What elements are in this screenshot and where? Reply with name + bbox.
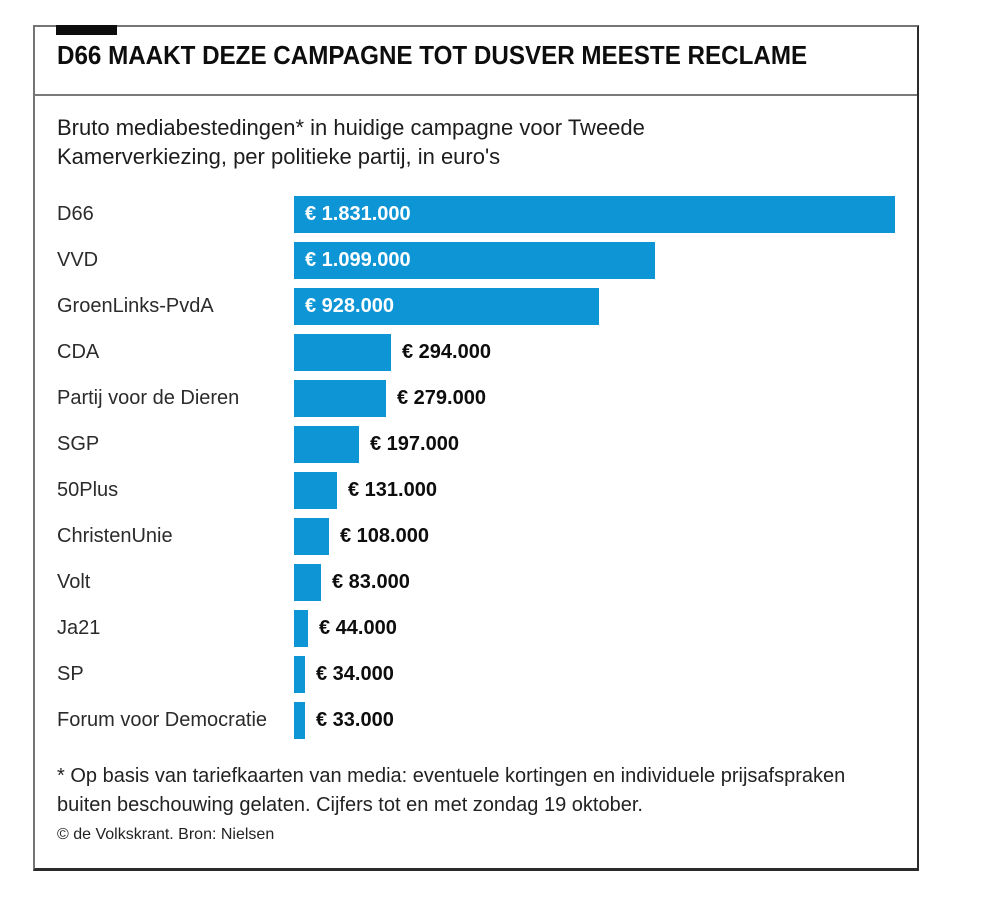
bar-value-label: € 83.000 — [332, 571, 410, 593]
bar — [294, 380, 386, 417]
party-label: GroenLinks-PvdA — [57, 295, 214, 317]
party-label: Partij voor de Dieren — [57, 387, 240, 409]
bar-row: Volt € 83.000 — [57, 564, 899, 601]
footnote: * Op basis van tariefkaarten van media: … — [57, 765, 846, 816]
party-label: CDA — [57, 341, 100, 363]
party-label: VVD — [57, 249, 99, 271]
bar — [294, 334, 391, 371]
bar-row: Partij voor de Dieren € 279.000 — [57, 380, 899, 417]
bar-track: € 83.000 — [294, 564, 899, 601]
bar-track: € 108.000 — [294, 518, 899, 555]
chart-title: D66 MAAKT DEZE CAMPAGNE TOT DUSVER MEEST… — [57, 40, 808, 70]
bar-value-label: € 294.000 — [402, 341, 491, 363]
party-label: SP — [57, 663, 84, 685]
bar-row: VVD € 1.099.000 — [57, 242, 899, 279]
bar — [294, 518, 329, 555]
bar-track: € 1.099.000 — [294, 242, 899, 279]
bar-value-label: € 44.000 — [319, 617, 397, 639]
bar — [294, 610, 308, 647]
bar-track: € 44.000 — [294, 610, 899, 647]
bar-value-label: € 197.000 — [370, 433, 459, 455]
bar-row: GroenLinks-PvdA € 928.000 — [57, 288, 899, 325]
bar-row: SGP € 197.000 — [57, 426, 899, 463]
party-label: SGP — [57, 433, 100, 455]
bar-track: € 33.000 — [294, 702, 899, 739]
party-label: Forum voor Democratie — [57, 709, 268, 731]
bar — [294, 242, 655, 279]
bar-track: € 131.000 — [294, 472, 899, 509]
bar — [294, 196, 895, 233]
party-label: D66 — [57, 203, 94, 225]
bar-value-label: € 1.831.000 — [305, 203, 411, 225]
bar — [294, 288, 599, 325]
bar — [294, 702, 305, 739]
bar-row: ChristenUnie € 108.000 — [57, 518, 899, 555]
bar-track: € 1.831.000 — [294, 196, 899, 233]
bar-row: CDA € 294.000 — [57, 334, 899, 371]
bar-row: SP € 34.000 — [57, 656, 899, 693]
party-label: Volt — [57, 571, 91, 593]
bar-value-label: € 131.000 — [348, 479, 437, 501]
bar-row: D66 € 1.831.000 — [57, 196, 899, 233]
bar-value-label: € 928.000 — [305, 295, 394, 317]
bar-track: € 34.000 — [294, 656, 899, 693]
bar-track: € 928.000 — [294, 288, 899, 325]
chart-frame: D66 MAAKT DEZE CAMPAGNE TOT DUSVER MEEST… — [33, 25, 919, 871]
bar — [294, 564, 321, 601]
bar-track: € 279.000 — [294, 380, 899, 417]
bar-value-label: € 33.000 — [316, 709, 394, 731]
bar — [294, 426, 359, 463]
bar — [294, 472, 337, 509]
title-separator — [35, 94, 917, 96]
bar-chart: D66 € 1.831.000 VVD € 1.099.000 GroenLin… — [57, 196, 899, 748]
bar-value-label: € 108.000 — [340, 525, 429, 547]
bar-value-label: € 1.099.000 — [305, 249, 411, 271]
source-credit: © de Volkskrant. Bron: Nielsen — [57, 826, 275, 843]
party-label: Ja21 — [57, 617, 101, 639]
bar-track: € 197.000 — [294, 426, 899, 463]
chart-subtitle: Bruto mediabestedingen* in huidige campa… — [57, 115, 645, 169]
bar — [294, 656, 305, 693]
party-label: ChristenUnie — [57, 525, 173, 547]
bar-row: Ja21 € 44.000 — [57, 610, 899, 647]
bar-value-label: € 34.000 — [316, 663, 394, 685]
brand-tab — [56, 25, 117, 35]
bar-row: Forum voor Democratie € 33.000 — [57, 702, 899, 739]
bar-track: € 294.000 — [294, 334, 899, 371]
bar-row: 50Plus € 131.000 — [57, 472, 899, 509]
bar-value-label: € 279.000 — [397, 387, 486, 409]
party-label: 50Plus — [57, 479, 119, 501]
